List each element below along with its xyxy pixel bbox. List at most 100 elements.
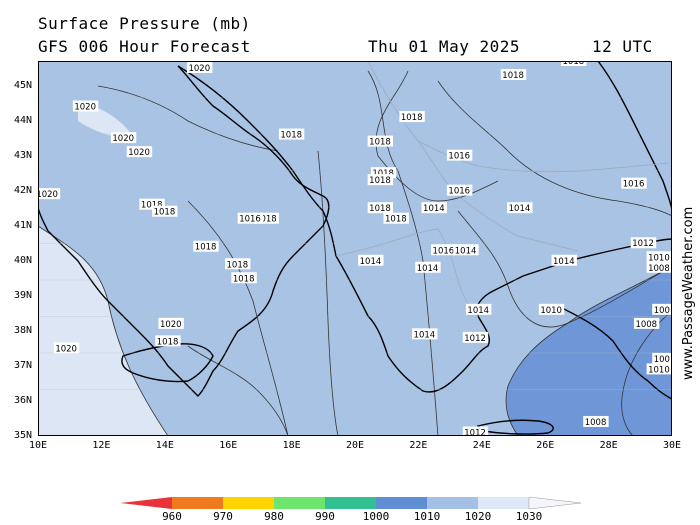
legend-swatch-1010 — [427, 497, 478, 509]
lat-label-44N: 44N — [14, 114, 33, 126]
isobar-label-1018: 1018 — [155, 335, 181, 347]
lat-label-35N: 35N — [14, 430, 33, 441]
pressure-legend: 960 970 980 990 1000 1010 1020 1030 — [120, 496, 582, 523]
isobar-label-1018: 1018 — [139, 198, 165, 211]
isobar-label-text: 1018 — [369, 204, 391, 214]
isobar-label-text: 1020 — [188, 64, 210, 74]
isobar-label-text: 1020 — [112, 134, 134, 144]
isobar-label-text: 1016 — [448, 152, 470, 162]
forecast-time: 12 UTC — [592, 37, 653, 56]
legend-value-990: 990 — [315, 510, 335, 523]
isobar-label-bg — [465, 303, 492, 315]
isobar-label-bg — [453, 244, 479, 256]
isobar-label-bg — [412, 328, 438, 340]
isobar-label-bg — [225, 258, 251, 270]
lat-label-37N: 37N — [14, 359, 33, 371]
isobar-label-1018: 1018 — [367, 135, 394, 148]
legend-swatch-960 — [172, 497, 223, 509]
isobar-label-1018: 1018 — [231, 272, 257, 284]
isobar-label-1008: 1008 — [583, 415, 609, 428]
isobar-label-text: 1012 — [464, 334, 486, 344]
isobar-label-bg — [72, 100, 99, 112]
isobar-label-text: 1014 — [360, 257, 382, 267]
isobar-label-1018: 1018 — [253, 212, 279, 225]
isobar-label-bg — [383, 212, 409, 224]
isobar-label-bg — [53, 342, 80, 354]
isobar-label-text: 1018 — [154, 208, 176, 218]
isobar-label-bg — [278, 128, 305, 140]
isobar-label-1018: 1018 — [561, 61, 587, 67]
isobar-label-1014: 1014 — [551, 254, 577, 267]
isobar-label-text: 1018 — [502, 71, 524, 81]
isobar-label-bg — [193, 240, 219, 252]
turkey-coast — [557, 305, 672, 400]
isobar-label-text: 1014 — [467, 306, 489, 316]
isobar-label-1014: 1014 — [358, 254, 384, 267]
isobar-label-bg — [446, 149, 473, 161]
isobar-label-text: 1018 — [195, 243, 217, 253]
isobar-label-text: 1018 — [372, 169, 394, 179]
legend-swatch-990 — [325, 497, 376, 509]
lon-label-14E: 14E — [155, 440, 174, 451]
lon-label-10E: 10E — [29, 440, 48, 451]
legend-swatch-1020 — [478, 497, 529, 509]
isobar-label-bg — [38, 188, 61, 200]
lat-label-39N: 39N — [14, 289, 33, 301]
isobar-label-bg — [367, 202, 394, 214]
isobar-label-text: 1014 — [455, 246, 477, 256]
isobar-label-bg — [646, 363, 672, 375]
lat-label-42N: 42N — [14, 184, 33, 196]
isobar-label-1008: 1008 — [633, 317, 660, 330]
isobar-label-bg — [446, 184, 473, 196]
lat-label-41N: 41N — [14, 219, 33, 231]
isobar-label-text: 1016 — [623, 180, 645, 190]
lon-label-22E: 22E — [409, 440, 428, 451]
isobar-label-text: 1012 — [464, 428, 486, 436]
isobar-label-text: 1016 — [239, 215, 261, 225]
isobar-label-1016: 1016 — [237, 212, 264, 225]
isobar-label-bg — [551, 254, 577, 266]
isobar-label-text: 1020 — [55, 344, 77, 354]
watermark-text: www.PassageWeather.com — [681, 207, 696, 380]
pressure-map[interactable]: 1020 1020 1020 1020 1020 1020 1020 1018 1018 1018… — [38, 61, 672, 436]
isobar-lines — [38, 70, 672, 436]
isobar-label-bg — [652, 352, 672, 364]
watermark: www.PassageWeather.com — [681, 207, 696, 380]
isobar-label-1018: 1018 — [367, 174, 394, 186]
isobar-label-text: 1014 — [423, 204, 445, 214]
map-title: Surface Pressure (mb) — [38, 14, 251, 33]
isobar-label-1014: 1014 — [453, 244, 479, 256]
pressure-band-below-1010 — [506, 266, 672, 436]
isobar-label-1008: 1008 — [646, 261, 672, 274]
legend-value-1030: 1030 — [516, 510, 543, 523]
lat-label-40N: 40N — [14, 254, 33, 266]
isobar-label-bg — [421, 202, 447, 214]
isobar-label-bg — [367, 135, 394, 147]
isobar-label-1012: 1012 — [462, 426, 489, 436]
legend-arrow-high — [528, 496, 582, 510]
isobar-label-bg — [126, 146, 153, 158]
isobar-label-bg — [155, 335, 181, 347]
isobar-label-bg — [231, 272, 257, 284]
isobar-label-text: 1018 — [401, 113, 423, 123]
forecast-date: Thu 01 May 2025 — [368, 37, 520, 56]
adriatic-east-coast — [177, 65, 337, 257]
lon-label-30E: 30E — [663, 440, 682, 451]
isobar-labels: 1020102010201020102010201020101810181018… — [38, 61, 672, 436]
isobar-label-text: 1018 — [255, 215, 277, 225]
isobar-label-text: 1008 — [648, 264, 670, 274]
isobar-label-1018: 1018 — [370, 167, 397, 179]
isobar-label-bg — [583, 415, 609, 427]
isobar-label-bg — [358, 254, 384, 266]
lat-label-38N: 38N — [14, 324, 33, 336]
isobar-label-1014: 1014 — [507, 202, 533, 214]
isobar-label-1018: 1018 — [367, 202, 394, 214]
pressure-band-above-1020 — [38, 226, 168, 436]
legend-value-1010: 1010 — [414, 510, 441, 523]
lon-label-26E: 26E — [536, 440, 555, 451]
isobar-label-text: 1018 — [385, 215, 407, 225]
isobar-label-bg — [367, 174, 394, 186]
isobar-label-text: 1020 — [128, 148, 150, 158]
isobar-label-1016: 1016 — [446, 184, 473, 197]
legend-swatch-970 — [223, 497, 274, 509]
